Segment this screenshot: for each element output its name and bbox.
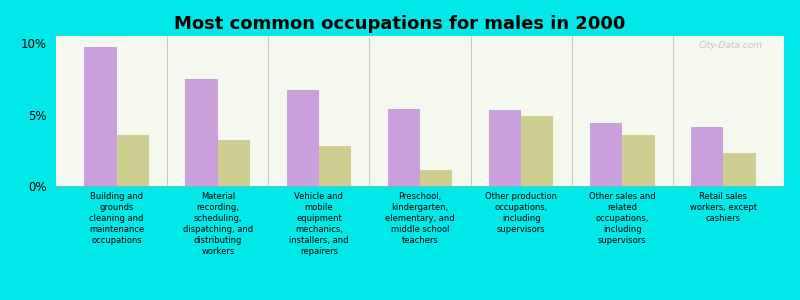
- Bar: [218, 140, 250, 186]
- Text: Other sales and
related
occupations,
including
supervisors: Other sales and related occupations, inc…: [589, 192, 655, 245]
- Bar: [590, 123, 622, 186]
- Text: City-Data.com: City-Data.com: [698, 40, 762, 50]
- Bar: [84, 47, 117, 186]
- Text: Preschool,
kindergarten,
elementary, and
middle school
teachers: Preschool, kindergarten, elementary, and…: [385, 192, 455, 245]
- Bar: [691, 128, 723, 186]
- Bar: [117, 135, 149, 186]
- Bar: [521, 116, 554, 186]
- Bar: [723, 153, 756, 186]
- Text: Building and
grounds
cleaning and
maintenance
occupations: Building and grounds cleaning and mainte…: [89, 192, 144, 245]
- Bar: [622, 135, 654, 186]
- Bar: [186, 79, 218, 186]
- Bar: [286, 90, 319, 186]
- Text: Most common occupations for males in 2000: Most common occupations for males in 200…: [174, 15, 626, 33]
- Text: Retail sales
workers, except
cashiers: Retail sales workers, except cashiers: [690, 192, 757, 223]
- Bar: [319, 146, 351, 186]
- Text: Vehicle and
mobile
equipment
mechanics,
installers, and
repairers: Vehicle and mobile equipment mechanics, …: [289, 192, 349, 256]
- Bar: [388, 109, 420, 186]
- Text: Other production
occupations,
including
supervisors: Other production occupations, including …: [485, 192, 557, 234]
- Bar: [489, 110, 521, 186]
- Text: Material
recording,
scheduling,
dispatching, and
distributing
workers: Material recording, scheduling, dispatch…: [182, 192, 253, 256]
- Bar: [420, 170, 452, 186]
